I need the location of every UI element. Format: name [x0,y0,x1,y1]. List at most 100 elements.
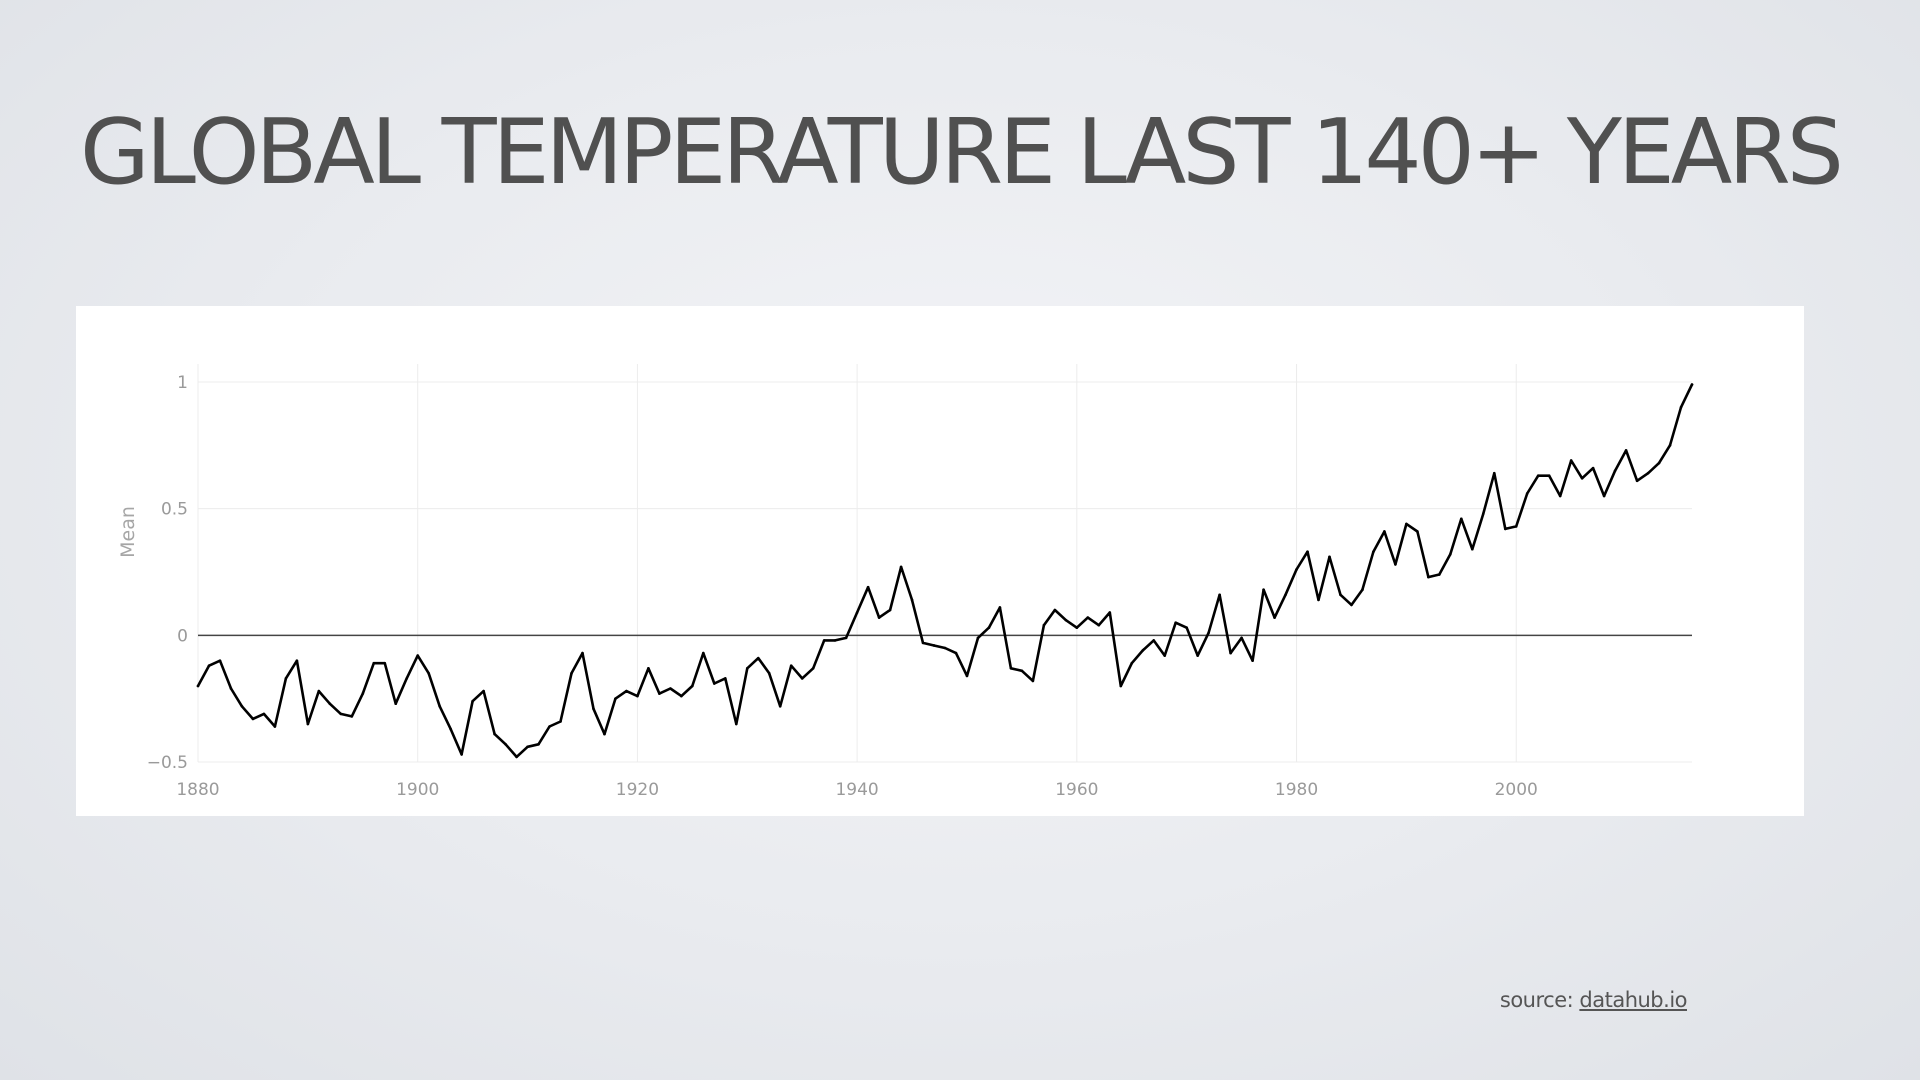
data-point [789,664,793,668]
x-tick-label: 1940 [835,780,878,800]
data-point [1064,618,1068,622]
data-point [625,689,628,693]
data-point [328,702,332,706]
data-point [767,672,771,675]
data-point [548,725,551,728]
data-point [899,565,903,569]
data-point [1383,530,1386,533]
data-point [1427,575,1430,579]
data-point [1372,550,1375,554]
data-point [1394,563,1397,566]
data-point [1361,588,1364,592]
data-point [1547,474,1551,478]
data-point [427,672,430,675]
data-point [723,677,727,680]
x-tick-label: 1880 [176,780,219,800]
data-point [383,661,387,665]
data-point [1503,527,1507,531]
data-point [1339,593,1342,597]
y-tick-label: 0 [177,626,188,646]
data-point [1031,679,1035,683]
data-point [1020,669,1024,673]
data-point [592,707,595,711]
data-point [1679,406,1683,409]
data-point [295,659,299,662]
source-line: source: datahub.io [1500,988,1688,1012]
data-point [1624,449,1628,452]
data-point [647,666,650,670]
data-point [1042,623,1046,627]
data-point [339,712,343,716]
data-point [1163,654,1167,657]
data-point [1668,444,1672,447]
data-point [526,745,529,749]
data-point [1174,621,1177,624]
data-point [1295,568,1298,571]
data-point [1635,479,1639,483]
data-point [1525,492,1529,495]
data-point [416,654,420,657]
data-point [1449,552,1452,556]
data-point [449,727,452,731]
data-point [1185,626,1188,630]
data-point [1207,631,1210,635]
data-point [822,639,826,642]
data-point [1405,522,1408,526]
data-point [1306,550,1309,554]
data-point [504,742,507,746]
data-point [581,651,584,655]
data-point [1613,469,1617,472]
y-tick-labels: −0.5 0 0.5 1 [147,373,188,773]
data-point [691,684,694,688]
data-point [1152,639,1156,642]
data-point [998,606,1002,609]
data-point [493,732,496,736]
data-point [778,704,782,708]
data-point [284,677,288,680]
data-point [800,677,804,680]
data-point [1438,573,1441,576]
data-point [680,694,683,698]
data-point [954,651,958,655]
x-tick-labels: 1880 1900 1920 1940 1960 1980 2000 [176,780,1538,800]
data-point [702,651,705,655]
data-point [361,692,365,695]
data-point [1119,684,1123,688]
data-point [1350,603,1353,607]
data-point [570,672,573,675]
data-point [1262,588,1265,592]
data-point [965,674,969,678]
data-point [1053,608,1057,612]
slide-title: GLOBAL TEMPERATURE LAST 140+ YEARS [80,100,1844,205]
data-point [1470,547,1474,551]
data-point [811,666,815,670]
data-point [559,720,562,723]
data-point [1481,512,1485,516]
data-point [844,636,848,640]
data-point [394,702,398,706]
data-point [372,661,376,665]
data-point [1009,666,1013,670]
data-point [1108,611,1112,614]
source-link[interactable]: datahub.io [1579,988,1687,1012]
data-point [1591,466,1595,470]
data-point [1328,555,1331,559]
data-point [987,626,991,630]
x-tick-label: 1920 [616,780,659,800]
data-point [866,585,870,589]
data-point [317,689,321,693]
data-point [877,616,881,619]
chart-panel: −0.5 0 0.5 1 1880 1900 1920 1940 1960 1980 2000 M… [76,306,1804,816]
data-point [1657,461,1661,465]
data-point [1251,659,1254,662]
grid-lines [197,364,1692,763]
data-point [1273,616,1276,619]
data-point [196,684,200,688]
y-tick-label: −0.5 [147,753,188,773]
x-tick-label: 1960 [1055,780,1098,800]
data-point [833,639,837,642]
data-point [1317,598,1320,602]
series-layer [196,383,1694,759]
data-point [405,677,409,680]
data-point [1460,517,1463,521]
